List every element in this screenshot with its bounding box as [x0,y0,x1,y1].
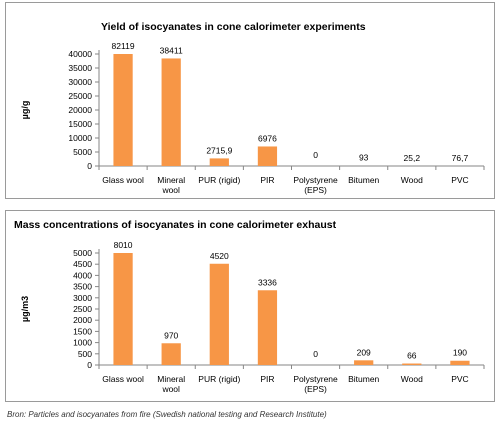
y-tick-label: 500 [78,349,92,359]
y-tick-label: 0 [87,161,92,171]
x-tick-label: Glass wool [102,374,144,384]
x-tick-label: Wood [401,175,423,185]
bar [209,263,229,365]
bar [402,363,422,365]
y-tick-label: 1000 [73,338,92,348]
y-tick-label: 40000 [68,49,92,59]
y-tick-label: 5000 [73,147,92,157]
chart-panel-yield: Yield of isocyanates in cone calorimeter… [5,2,495,199]
y-tick-label: 30000 [68,77,92,87]
y-tick-label: 15000 [68,119,92,129]
data-label: 4520 [210,251,229,261]
data-label: 82119 [112,41,135,51]
data-label: 970 [164,330,178,340]
chart-title: Mass concentrations of isocyanates in co… [14,219,337,231]
bar [113,54,133,166]
y-tick-label: 4000 [73,270,92,280]
data-label: 209 [357,347,371,357]
data-label: 25,2 [404,153,421,163]
y-tick-label: 3000 [73,293,92,303]
y-tick-label: 2500 [73,304,92,314]
bar [113,253,133,365]
y-tick-label: 35000 [68,63,92,73]
x-tick-label: Wood [401,374,423,384]
x-tick-label: PUR (rigid) [198,374,240,384]
x-tick-label: Glass wool [102,175,144,185]
y-tick-label: 2000 [73,315,92,325]
data-label: 2715,9 [206,145,232,155]
y-axis-label: µg/g [20,101,30,120]
y-tick-label: 1500 [73,326,92,336]
y-tick-label: 3500 [73,282,92,292]
data-label: 38411 [160,45,183,55]
x-tick-label: PUR (rigid) [198,175,240,185]
y-tick-label: 10000 [68,133,92,143]
x-tick-label: (EPS) [304,185,327,195]
x-tick-label: wool [161,185,180,195]
data-label: 0 [313,150,318,160]
data-label: 3336 [258,277,277,287]
bar [161,343,181,365]
x-tick-label: PVC [451,374,468,384]
x-tick-label: Mineral [157,175,185,185]
mass-concentration-chart-svg: Mass concentrations of isocyanates in co… [14,219,485,394]
data-label: 93 [359,153,369,163]
x-tick-label: PIR [260,374,274,384]
data-label: 8010 [114,240,133,250]
data-label: 190 [453,348,467,358]
yield-chart-svg: Yield of isocyanates in cone calorimeter… [20,21,485,195]
source-caption: Bron: Particles and isocyanates from fir… [7,410,327,419]
data-label: 6976 [258,133,277,143]
x-tick-label: Bitumen [348,175,379,185]
x-tick-label: PVC [451,175,468,185]
x-tick-label: Mineral [157,374,185,384]
y-tick-label: 4500 [73,259,92,269]
data-label: 0 [313,349,318,359]
data-label: 66 [407,351,417,361]
y-tick-label: 25000 [68,91,92,101]
y-tick-label: 0 [87,360,92,370]
bar [209,158,229,166]
bar [450,360,470,365]
y-tick-label: 5000 [73,248,92,258]
bar [257,146,278,166]
bar [257,290,278,365]
chart-panel-mass-concentration: Mass concentrations of isocyanates in co… [5,210,495,402]
chart-title: Yield of isocyanates in cone calorimeter… [101,21,366,33]
x-tick-label: (EPS) [304,384,327,394]
data-label: 76,7 [452,153,469,163]
y-tick-label: 20000 [68,105,92,115]
x-tick-label: Polystyrene [293,374,338,384]
x-tick-label: PIR [260,175,274,185]
x-tick-label: Bitumen [348,374,379,384]
x-tick-label: Polystyrene [293,175,338,185]
bar [354,360,374,365]
bar [161,58,181,166]
y-axis-label: µg/m3 [20,296,30,322]
x-tick-label: wool [161,384,180,394]
